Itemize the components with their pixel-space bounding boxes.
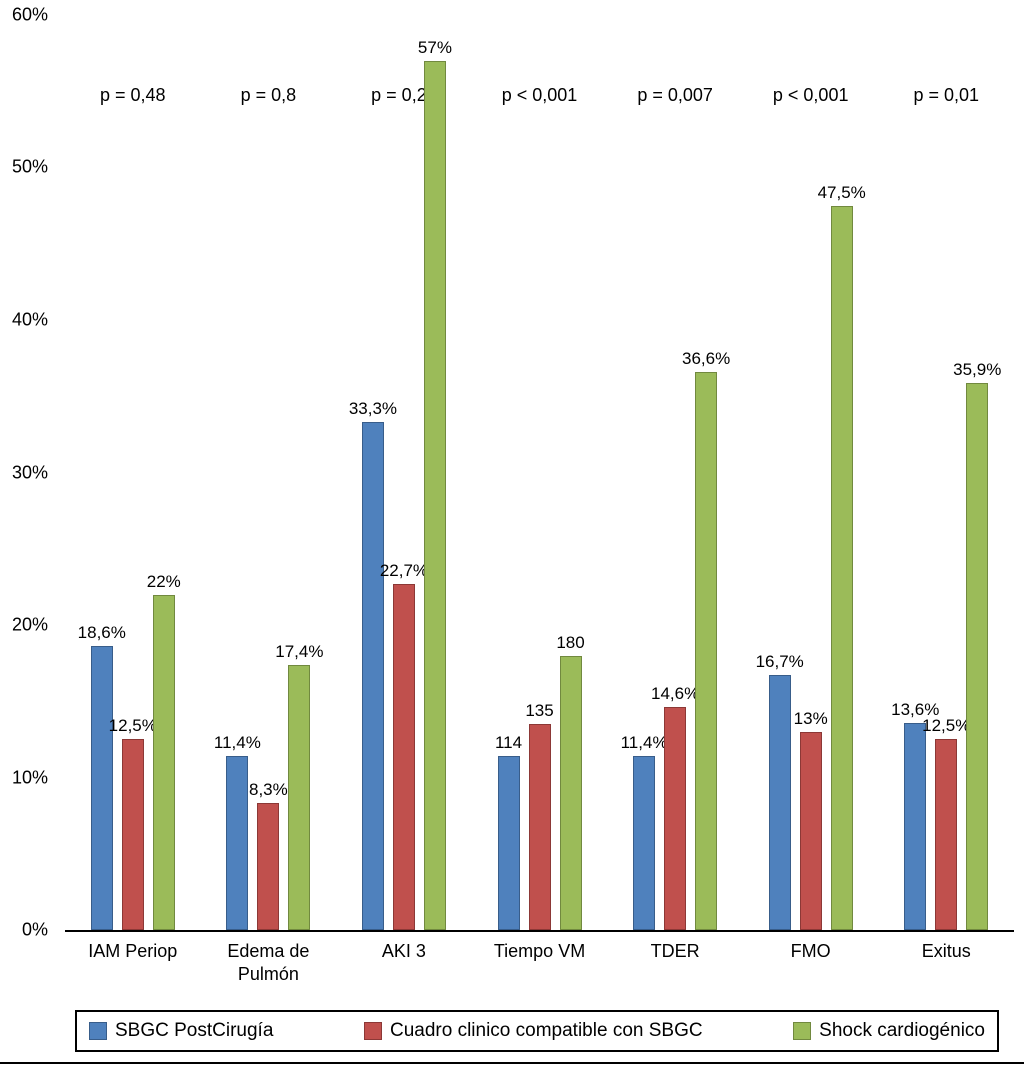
y-axis-tick-label: 60% [11,4,48,25]
bar-value-label: 16,7% [755,652,804,672]
p-value-label: p = 0,48 [100,85,166,105]
bar-value-label: 17,4% [275,641,324,661]
bar-value-label: 33,3% [348,399,398,419]
bar: 36,6% [682,349,730,930]
y-axis: 60% 50% 40% 30% 20% 10% 0% [0,5,52,940]
bar: 35,9% [953,360,1001,930]
legend: SBGC PostCirugía Cuadro clinico compatibl… [75,1010,999,1052]
bar-group: 18,6% 12,5% 22% [65,15,201,930]
category-label: Exitus [921,941,971,961]
category-label: FMO [790,941,831,961]
bar: 11,4% [214,733,261,930]
bar-value-label: 36,6% [681,348,731,368]
category-label: TDER [650,941,700,961]
bar-value-label: 57% [417,37,452,57]
y-axis-tick-label: 40% [11,309,48,330]
bar-value-label: 12,5% [922,716,971,736]
y-axis-tick-label: 50% [11,156,48,177]
y-axis-tick-label: 20% [11,614,48,635]
bar: 22,7% [380,561,428,930]
legend-item-label: SBGC PostCirugía [115,1020,274,1041]
p-value-label: p = 0,01 [913,85,980,105]
x-axis: IAM Periop Edema de Pulmón AKI 3 Tiempo VM T… [65,940,1014,985]
bar-value-label: 18,6% [77,623,126,643]
category-label: IAM Periop [88,941,178,961]
bar: 16,7% [756,652,804,930]
y-axis-tick-label: 30% [11,462,48,482]
bar-value-label: 11,4% [213,733,261,753]
bar: 33,3% [349,399,397,930]
category-label: Tiempo VM [493,941,586,961]
bar-value-label: 8,3% [248,780,288,800]
bar-group: 11,4% 14,6% 36,6% [607,15,743,930]
bar-value-label: 35,9% [953,359,1002,379]
bar: 13% [794,709,828,930]
legend-swatch [793,1022,812,1040]
y-axis-tick-label: 10% [11,767,48,787]
bar-group: 13,6% 12,5% 35,9% [878,15,1014,930]
bar: 114 [495,733,522,930]
legend-item-label: Shock cardiogénico [819,1020,985,1041]
bar-value-label: 114 [494,733,523,753]
legend-item: Shock cardiogénico [793,1020,985,1042]
bar-group: 16,7% 13% 47,5% [743,15,879,930]
bar: 12,5% [109,716,157,930]
p-value-row: p = 0,48 p = 0,8 p = 0,21 p < 0,001 p = 0,00… [65,85,1014,106]
bar: 22% [147,572,181,930]
bar: 17,4% [275,642,323,930]
p-value-label: p = 0,21 [371,85,437,105]
bar: 8,3% [249,780,288,930]
bar-value-label: 47,5% [817,182,866,202]
bar-value-label: 22,7% [379,560,429,580]
y-axis-tick-label: 0% [21,919,48,940]
p-value-label: p = 0,007 [637,85,713,105]
bar-value-label: 12,5% [108,716,157,736]
bar: 12,5% [922,716,970,930]
p-value-label: p < 0,001 [772,85,849,105]
legend-item-label: Cuadro clinico compatible con SBGC [389,1020,703,1041]
bar: 13,6% [891,700,939,930]
bar-value-label: 13,6% [891,699,940,719]
legend-swatch [363,1022,382,1040]
category-label: AKI 3 [381,941,426,961]
bar: 47,5% [818,183,866,930]
figure-bottom-border [0,1062,1024,1064]
bar-group: 11,4% 8,3% 17,4% [201,15,337,930]
bar-value-label: 14,6% [650,684,700,704]
bar-group: 114 135 180 [472,15,608,930]
bar: 57% [418,38,452,930]
bar: 18,6% [78,623,126,930]
bar-value-label: 13% [793,708,828,728]
bar-value-label: 135 [525,701,554,721]
legend-swatch [89,1022,107,1040]
category-label: Edema de Pulmón [227,941,310,984]
bar-value-label: 180 [556,632,585,652]
legend-item: Cuadro clinico compatible con SBGC [363,1020,703,1042]
bar-group: 33,3% 22,7% 57% [336,15,472,930]
p-value-label: p < 0,001 [501,85,578,105]
bar: 14,6% [651,684,699,930]
p-value-label: p = 0,8 [240,85,297,105]
plot-area: p = 0,48 p = 0,8 p = 0,21 p < 0,001 p = 0,00… [65,15,1014,932]
bar-value-label: 22% [146,571,181,591]
bar: 11,4% [621,733,668,930]
legend-item: SBGC PostCirugía [89,1020,273,1042]
bar: 180 [556,633,585,930]
bar: 135 [525,701,554,930]
bar-value-label: 11,4% [620,733,668,753]
